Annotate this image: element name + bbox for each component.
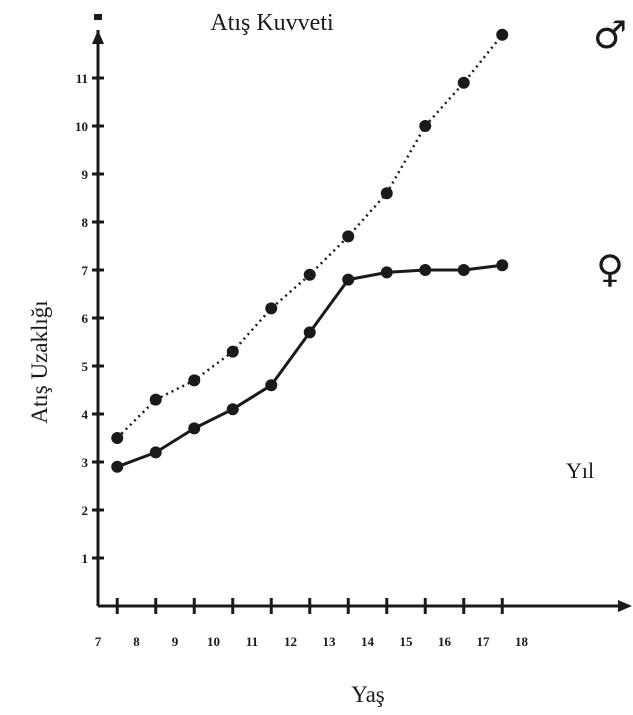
x-tick-label: 16	[438, 634, 452, 649]
x-axis-arrow	[618, 600, 632, 612]
female-data-point	[342, 273, 355, 286]
x-tick-label: 15	[400, 634, 414, 649]
male-series-line	[116, 34, 504, 439]
female-data-point	[149, 446, 162, 459]
female-series-line	[116, 263, 503, 469]
x-tick-label: 17	[477, 634, 491, 649]
male-data-point	[226, 345, 239, 358]
y-tick-label: 1	[82, 551, 89, 566]
y-tick-label: 7	[82, 263, 89, 278]
y-tick-label: 11	[76, 71, 88, 86]
female-data-point	[111, 460, 124, 473]
y-tick-label: 10	[75, 119, 88, 134]
male-data-point	[380, 187, 393, 200]
y-tick-label: 4	[82, 407, 89, 422]
y-tick-label: 5	[82, 359, 89, 374]
x-tick-label: 12	[284, 634, 297, 649]
female-data-point	[419, 264, 432, 276]
y-tick-label: 8	[82, 215, 89, 230]
male-data-point	[188, 374, 201, 387]
x-tick-label: 18	[515, 634, 529, 649]
female-data-point	[303, 326, 316, 339]
y-axis-arrow	[92, 30, 104, 44]
male-data-point	[342, 230, 355, 243]
y-tick-label: 6	[82, 311, 89, 326]
male-data-point	[303, 268, 316, 281]
series-points	[111, 28, 509, 473]
y-tick-label: 3	[82, 455, 89, 470]
female-symbol-legend: ♀	[596, 247, 624, 291]
unit-label: Yıl	[566, 458, 594, 483]
female-data-point	[380, 266, 393, 279]
male-data-point	[111, 432, 124, 444]
male-data-point	[419, 120, 432, 132]
y-tick-label: 2	[82, 503, 89, 518]
female-data-point	[188, 422, 201, 435]
chart-title: Atış Kuvveti	[210, 10, 334, 36]
male-data-point	[149, 393, 162, 406]
y-tick-label: 9	[82, 167, 89, 182]
x-axis-title: Yaş	[351, 682, 385, 707]
female-data-point	[226, 403, 239, 416]
x-tick-label: 13	[323, 634, 337, 649]
male-symbol-legend: ♂	[593, 13, 627, 57]
y-axis-title: Atış Uzaklığı	[27, 300, 52, 423]
axes	[92, 14, 632, 612]
male-data-point	[265, 302, 278, 315]
female-data-point	[496, 259, 509, 272]
x-tick-label: 11	[246, 634, 258, 649]
x-tick-label: 8	[133, 634, 140, 649]
x-tick-label: 10	[207, 634, 220, 649]
y-axis-top-mark	[94, 14, 102, 20]
female-data-point	[265, 379, 278, 392]
male-data-point	[457, 76, 470, 89]
x-tick-label: 14	[361, 634, 375, 649]
female-data-point	[457, 264, 470, 276]
x-tick-label: 9	[172, 634, 179, 649]
x-tick-label: 7	[95, 634, 102, 649]
male-data-point	[496, 28, 509, 41]
series-lines	[116, 34, 504, 469]
